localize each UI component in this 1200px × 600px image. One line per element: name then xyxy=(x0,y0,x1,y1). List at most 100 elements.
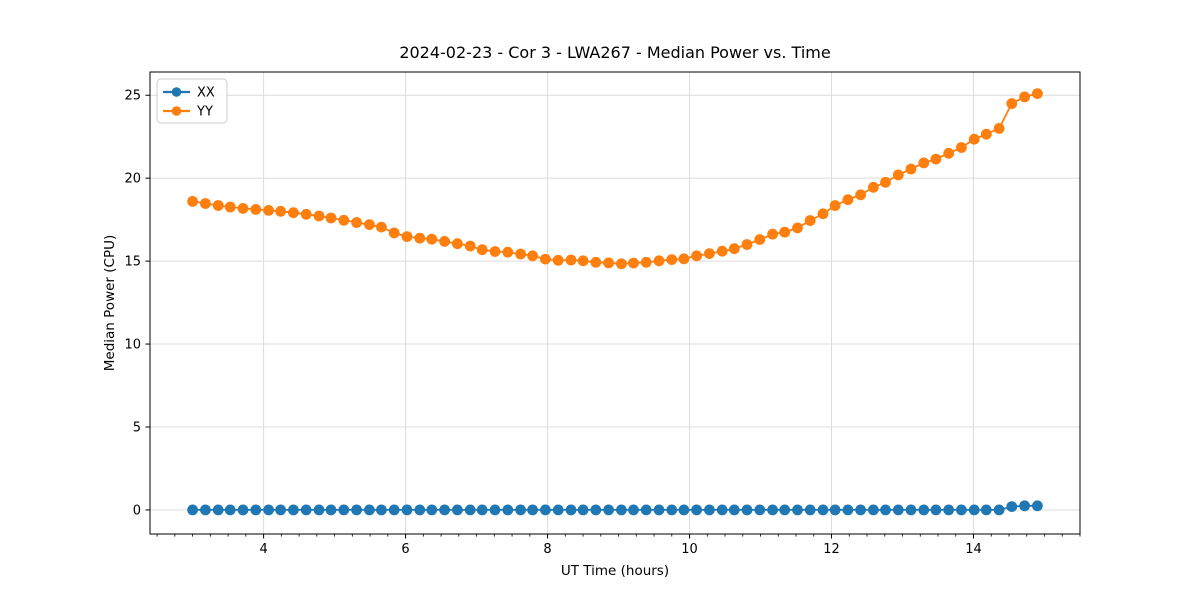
yy-marker xyxy=(288,207,299,219)
plot-border xyxy=(149,71,1081,535)
x-tick-label: 6 xyxy=(401,542,409,557)
xx-marker xyxy=(993,504,1005,516)
y-tick-label: 10 xyxy=(124,338,141,353)
yy-marker xyxy=(577,255,589,267)
yy-marker xyxy=(704,248,715,259)
yy-marker xyxy=(338,214,350,226)
legend-label-yy: YY xyxy=(196,105,213,120)
yy-marker xyxy=(325,212,337,224)
y-tick-label: 15 xyxy=(124,255,141,270)
yy-marker xyxy=(540,253,551,265)
yy-marker xyxy=(237,203,249,214)
xx-marker xyxy=(829,504,841,516)
yy-marker xyxy=(640,256,652,268)
yy-marker xyxy=(552,254,564,266)
xx-marker xyxy=(552,504,564,516)
yy-marker xyxy=(754,234,766,245)
xx-marker xyxy=(792,504,803,516)
xx-marker xyxy=(842,504,854,516)
xx-marker xyxy=(364,504,375,516)
chart-title: 2024-02-23 - Cor 3 - LWA267 - Median Pow… xyxy=(399,43,830,62)
xx-marker xyxy=(691,504,702,516)
xx-marker xyxy=(527,504,538,516)
xx-marker xyxy=(980,504,992,516)
xx-marker xyxy=(452,504,463,516)
yy-marker xyxy=(678,253,690,265)
yy-marker xyxy=(565,254,577,266)
xx-marker xyxy=(628,504,639,516)
xx-marker xyxy=(741,504,753,516)
yy-marker xyxy=(842,194,854,206)
yy-marker xyxy=(943,147,955,159)
xx-marker xyxy=(414,504,426,516)
xx-marker xyxy=(426,504,438,516)
yy-marker xyxy=(767,228,778,240)
xx-marker xyxy=(515,504,526,516)
xx-marker xyxy=(868,504,879,516)
x-tick-label: 10 xyxy=(681,542,698,557)
yy-marker xyxy=(1019,91,1030,103)
yy-marker xyxy=(200,198,211,209)
x-tick-label: 12 xyxy=(823,542,840,557)
xx-marker xyxy=(237,504,249,516)
yy-marker xyxy=(956,142,967,153)
xx-marker xyxy=(464,504,476,516)
yy-marker xyxy=(464,240,476,252)
x-tick-label: 8 xyxy=(543,542,551,557)
yy-marker xyxy=(628,257,639,269)
yy-marker xyxy=(892,169,904,181)
yy-marker xyxy=(666,254,678,265)
xx-marker xyxy=(930,504,942,516)
xx-marker xyxy=(804,504,816,516)
xx-marker xyxy=(640,504,652,516)
xx-marker xyxy=(704,504,715,516)
xx-marker xyxy=(968,504,980,516)
yy-marker xyxy=(476,244,488,256)
x-axis-label: UT Time (hours) xyxy=(561,563,669,579)
xx-marker xyxy=(779,504,791,516)
xx-marker xyxy=(1032,500,1043,512)
xx-marker xyxy=(956,504,967,516)
y-tick-label: 0 xyxy=(133,503,141,518)
yy-marker xyxy=(741,239,753,250)
yy-marker xyxy=(1032,88,1043,99)
grid-layer xyxy=(150,72,1080,534)
yy-marker xyxy=(364,219,375,231)
yy-marker xyxy=(993,122,1005,134)
y-tick-label: 20 xyxy=(124,172,141,187)
xx-marker xyxy=(603,504,614,516)
xx-marker xyxy=(401,504,413,516)
yy-marker xyxy=(603,257,614,269)
legend-marker-xx xyxy=(171,87,182,97)
xx-marker xyxy=(880,504,891,516)
yy-marker xyxy=(792,222,803,234)
yy-marker xyxy=(263,205,274,216)
tick-layer: 4 6 8 10 12 14 0 5 10 15 20 25 xyxy=(124,89,1081,557)
legend-box xyxy=(156,78,228,124)
yy-marker xyxy=(728,243,740,255)
yy-marker xyxy=(452,238,463,250)
yy-marker xyxy=(313,210,325,222)
yy-marker xyxy=(489,246,501,257)
series-layer xyxy=(187,88,1043,516)
xx-marker xyxy=(653,504,665,516)
y-axis-label: Median Power (CPU) xyxy=(102,235,118,371)
yy-marker xyxy=(817,208,829,220)
xx-marker xyxy=(577,504,589,516)
legend-label-xx: XX xyxy=(197,86,215,101)
yy-marker xyxy=(388,227,400,239)
xx-marker xyxy=(388,504,400,516)
yy-marker xyxy=(187,196,199,207)
xx-marker xyxy=(439,504,450,516)
yy-marker xyxy=(968,133,980,145)
xx-marker xyxy=(666,504,678,516)
xx-marker xyxy=(1019,500,1030,512)
yy-marker xyxy=(250,204,262,215)
xx-marker xyxy=(376,504,387,516)
xx-marker xyxy=(275,504,286,516)
xx-marker xyxy=(905,504,917,516)
xx-marker xyxy=(590,504,602,516)
xx-marker xyxy=(200,504,211,516)
xx-marker xyxy=(565,504,577,516)
xx-marker xyxy=(502,504,514,516)
